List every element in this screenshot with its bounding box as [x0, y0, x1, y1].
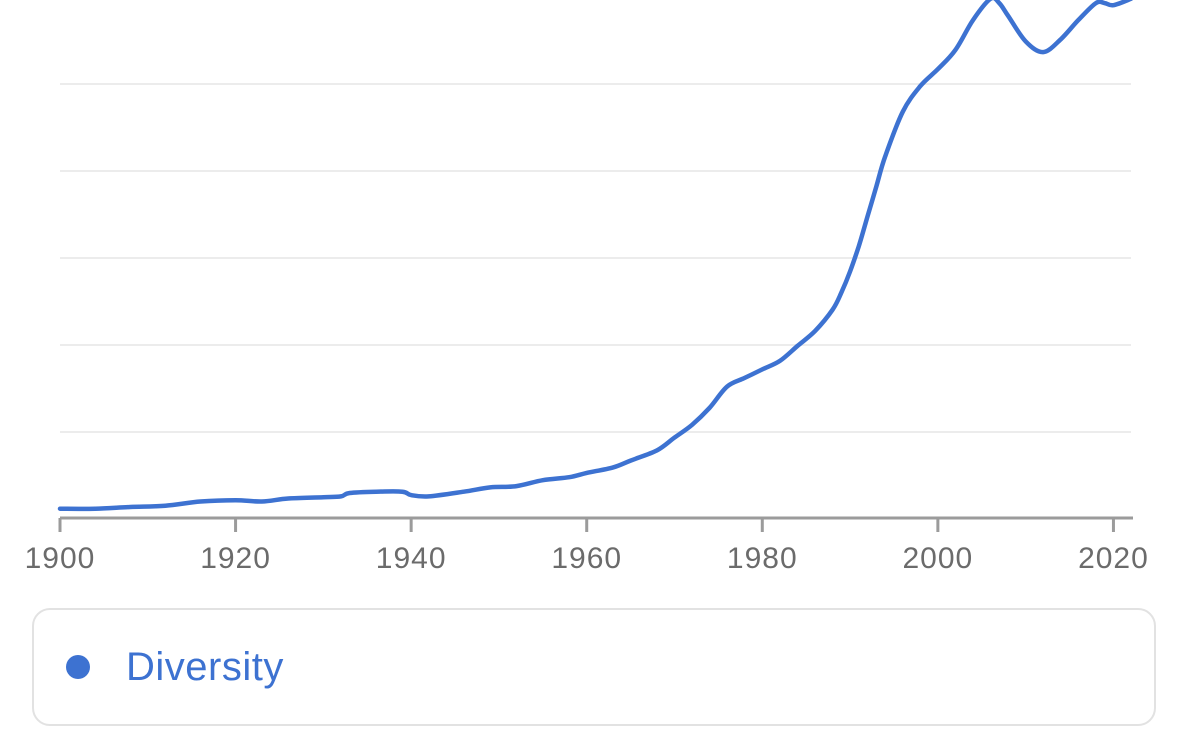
- x-tick-label: 1980: [727, 542, 798, 575]
- x-tick-label: 1900: [25, 542, 96, 575]
- legend-marker: [66, 655, 90, 679]
- series-line-diversity[interactable]: [57, 0, 1133, 512]
- x-tick-label: 1960: [551, 542, 622, 575]
- legend: Diversity: [32, 608, 1156, 726]
- legend-label[interactable]: Diversity: [126, 644, 284, 689]
- x-tick-label: 1940: [376, 542, 447, 575]
- line-chart: 1900 1920 1940 1960 1980 2000 2020: [25, 0, 1149, 575]
- x-tick-label: 2020: [1078, 542, 1149, 575]
- x-tick-label: 2000: [902, 542, 973, 575]
- x-axis-ticks: 1900 1920 1940 1960 1980 2000 2020: [25, 518, 1149, 575]
- x-tick-label: 1920: [200, 542, 271, 575]
- gridlines: [60, 83, 1131, 433]
